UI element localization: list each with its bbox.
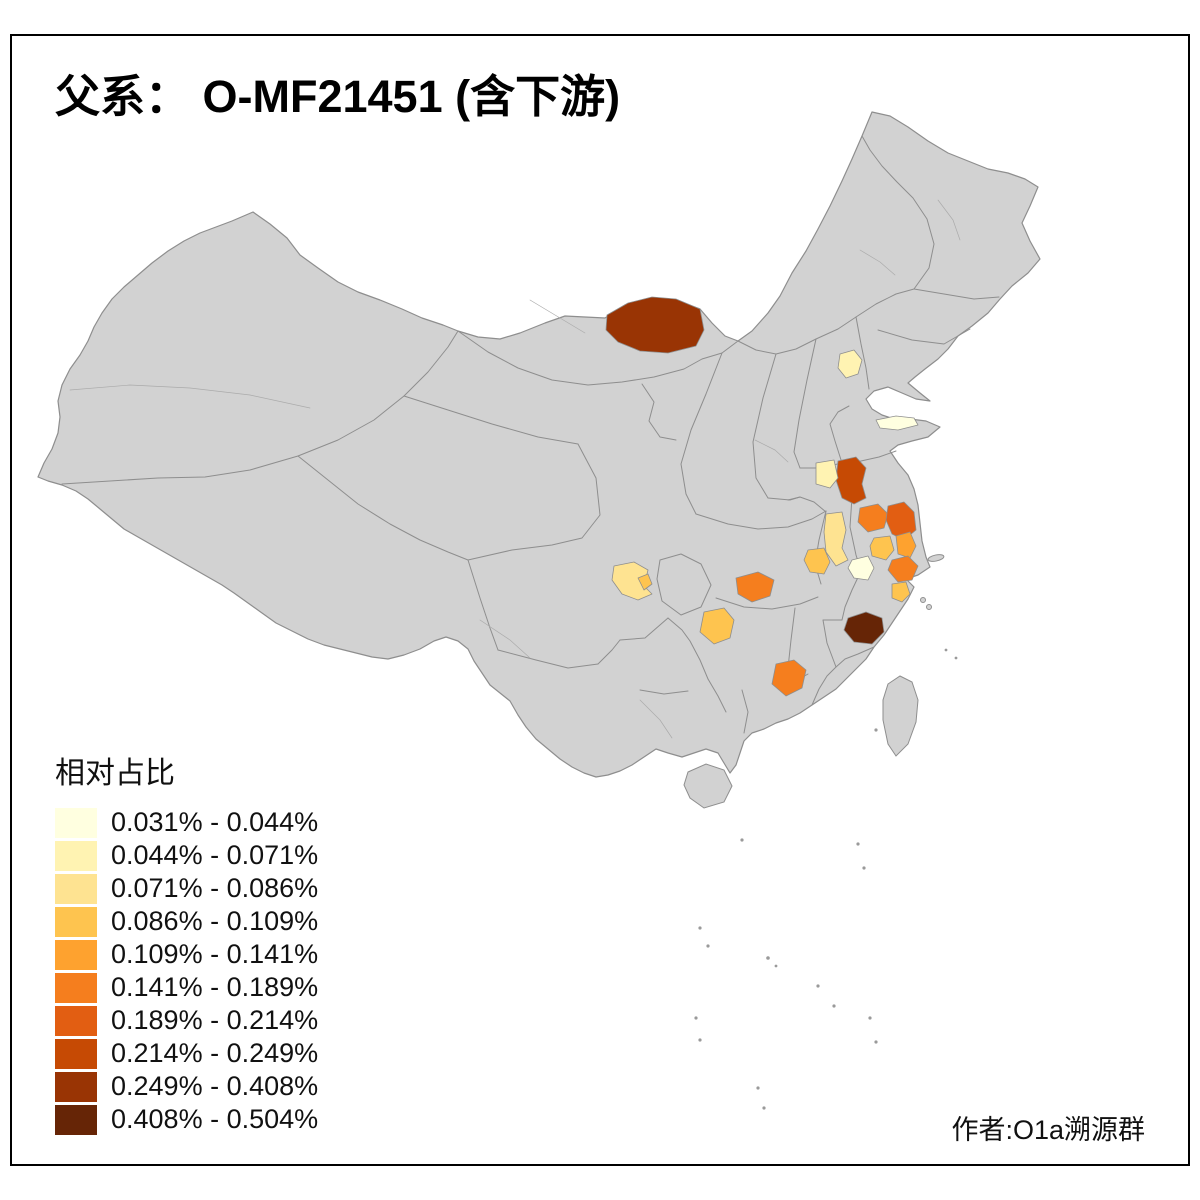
legend-row: 0.408% - 0.504%	[55, 1103, 318, 1136]
legend-row: 0.071% - 0.086%	[55, 872, 318, 905]
legend-swatch	[55, 1005, 97, 1036]
region-hangzhou-jiaxing	[891, 581, 911, 603]
region-jiangsu-south-light	[869, 535, 895, 561]
legend-swatch	[55, 972, 97, 1003]
highlighted-regions	[605, 296, 919, 697]
legend-swatch	[55, 1071, 97, 1102]
taiwan-island	[882, 675, 919, 757]
legend-title: 相对占比	[55, 757, 175, 790]
frame-border	[10, 34, 1190, 1166]
legend-label: 0.408% - 0.504%	[111, 1104, 319, 1134]
author-credit: 作者:O1a溯源群	[951, 1115, 1145, 1145]
legend: 相对占比 0.031% - 0.044% 0.044% - 0.071% 0.0…	[55, 748, 318, 1136]
region-hubei-west	[735, 571, 775, 603]
china-mainland	[37, 111, 1041, 778]
region-shanghai-suzhou	[887, 555, 919, 583]
zhoushan-island-2	[926, 604, 932, 610]
legend-swatch	[55, 807, 97, 838]
legend-label: 0.109% - 0.141%	[111, 939, 319, 969]
region-chengdu-area	[611, 561, 653, 601]
region-chengdu-east	[637, 573, 653, 591]
hainan-island	[683, 763, 733, 809]
legend-swatch	[55, 1104, 97, 1135]
islands	[683, 554, 945, 809]
legend-swatch	[55, 840, 97, 871]
region-jiangsu-north	[835, 456, 867, 505]
legend-row: 0.031% - 0.044%	[55, 806, 318, 839]
province-borders	[61, 135, 1000, 739]
legend-swatch	[55, 1038, 97, 1069]
region-nanjing-area	[847, 555, 875, 581]
region-anhui-northwest	[815, 459, 839, 489]
region-anhui-north-strip	[823, 511, 849, 567]
legend-label: 0.141% - 0.189%	[111, 972, 319, 1002]
legend-row: 0.086% - 0.109%	[55, 905, 318, 938]
legend-swatch	[55, 939, 97, 970]
legend-swatch	[55, 906, 97, 937]
region-guangdong-north	[771, 659, 807, 697]
legend-row: 0.109% - 0.141%	[55, 938, 318, 971]
legend-swatch	[55, 873, 97, 904]
region-jiangsu-middle	[857, 503, 889, 533]
region-zhejiang-ningbo-taizhou	[843, 611, 885, 645]
chongming-island	[927, 554, 945, 562]
legend-row: 0.141% - 0.189%	[55, 971, 318, 1004]
legend-label: 0.189% - 0.214%	[111, 1005, 319, 1035]
region-inner-mongolia-north	[605, 296, 705, 354]
sea-islets	[694, 648, 958, 1110]
legend-label: 0.249% - 0.408%	[111, 1071, 319, 1101]
legend-label: 0.044% - 0.071%	[111, 840, 319, 870]
region-hunan-west	[699, 607, 735, 645]
region-anhui-central	[803, 547, 831, 575]
zhoushan-island	[920, 597, 926, 603]
legend-label: 0.071% - 0.086%	[111, 873, 319, 903]
legend-row: 0.249% - 0.408%	[55, 1070, 318, 1103]
page-title: 父系： O-MF21451 (含下游)	[55, 71, 621, 122]
region-beijing-tianjin	[837, 349, 863, 379]
legend-label: 0.086% - 0.109%	[111, 906, 319, 936]
region-shandong-coast	[875, 415, 919, 431]
legend-row: 0.044% - 0.071%	[55, 839, 318, 872]
region-jiangsu-taizhou	[895, 531, 917, 559]
legend-row: 0.189% - 0.214%	[55, 1004, 318, 1037]
legend-label: 0.214% - 0.249%	[111, 1038, 319, 1068]
legend-row: 0.214% - 0.249%	[55, 1037, 318, 1070]
legend-label: 0.031% - 0.044%	[111, 807, 319, 837]
